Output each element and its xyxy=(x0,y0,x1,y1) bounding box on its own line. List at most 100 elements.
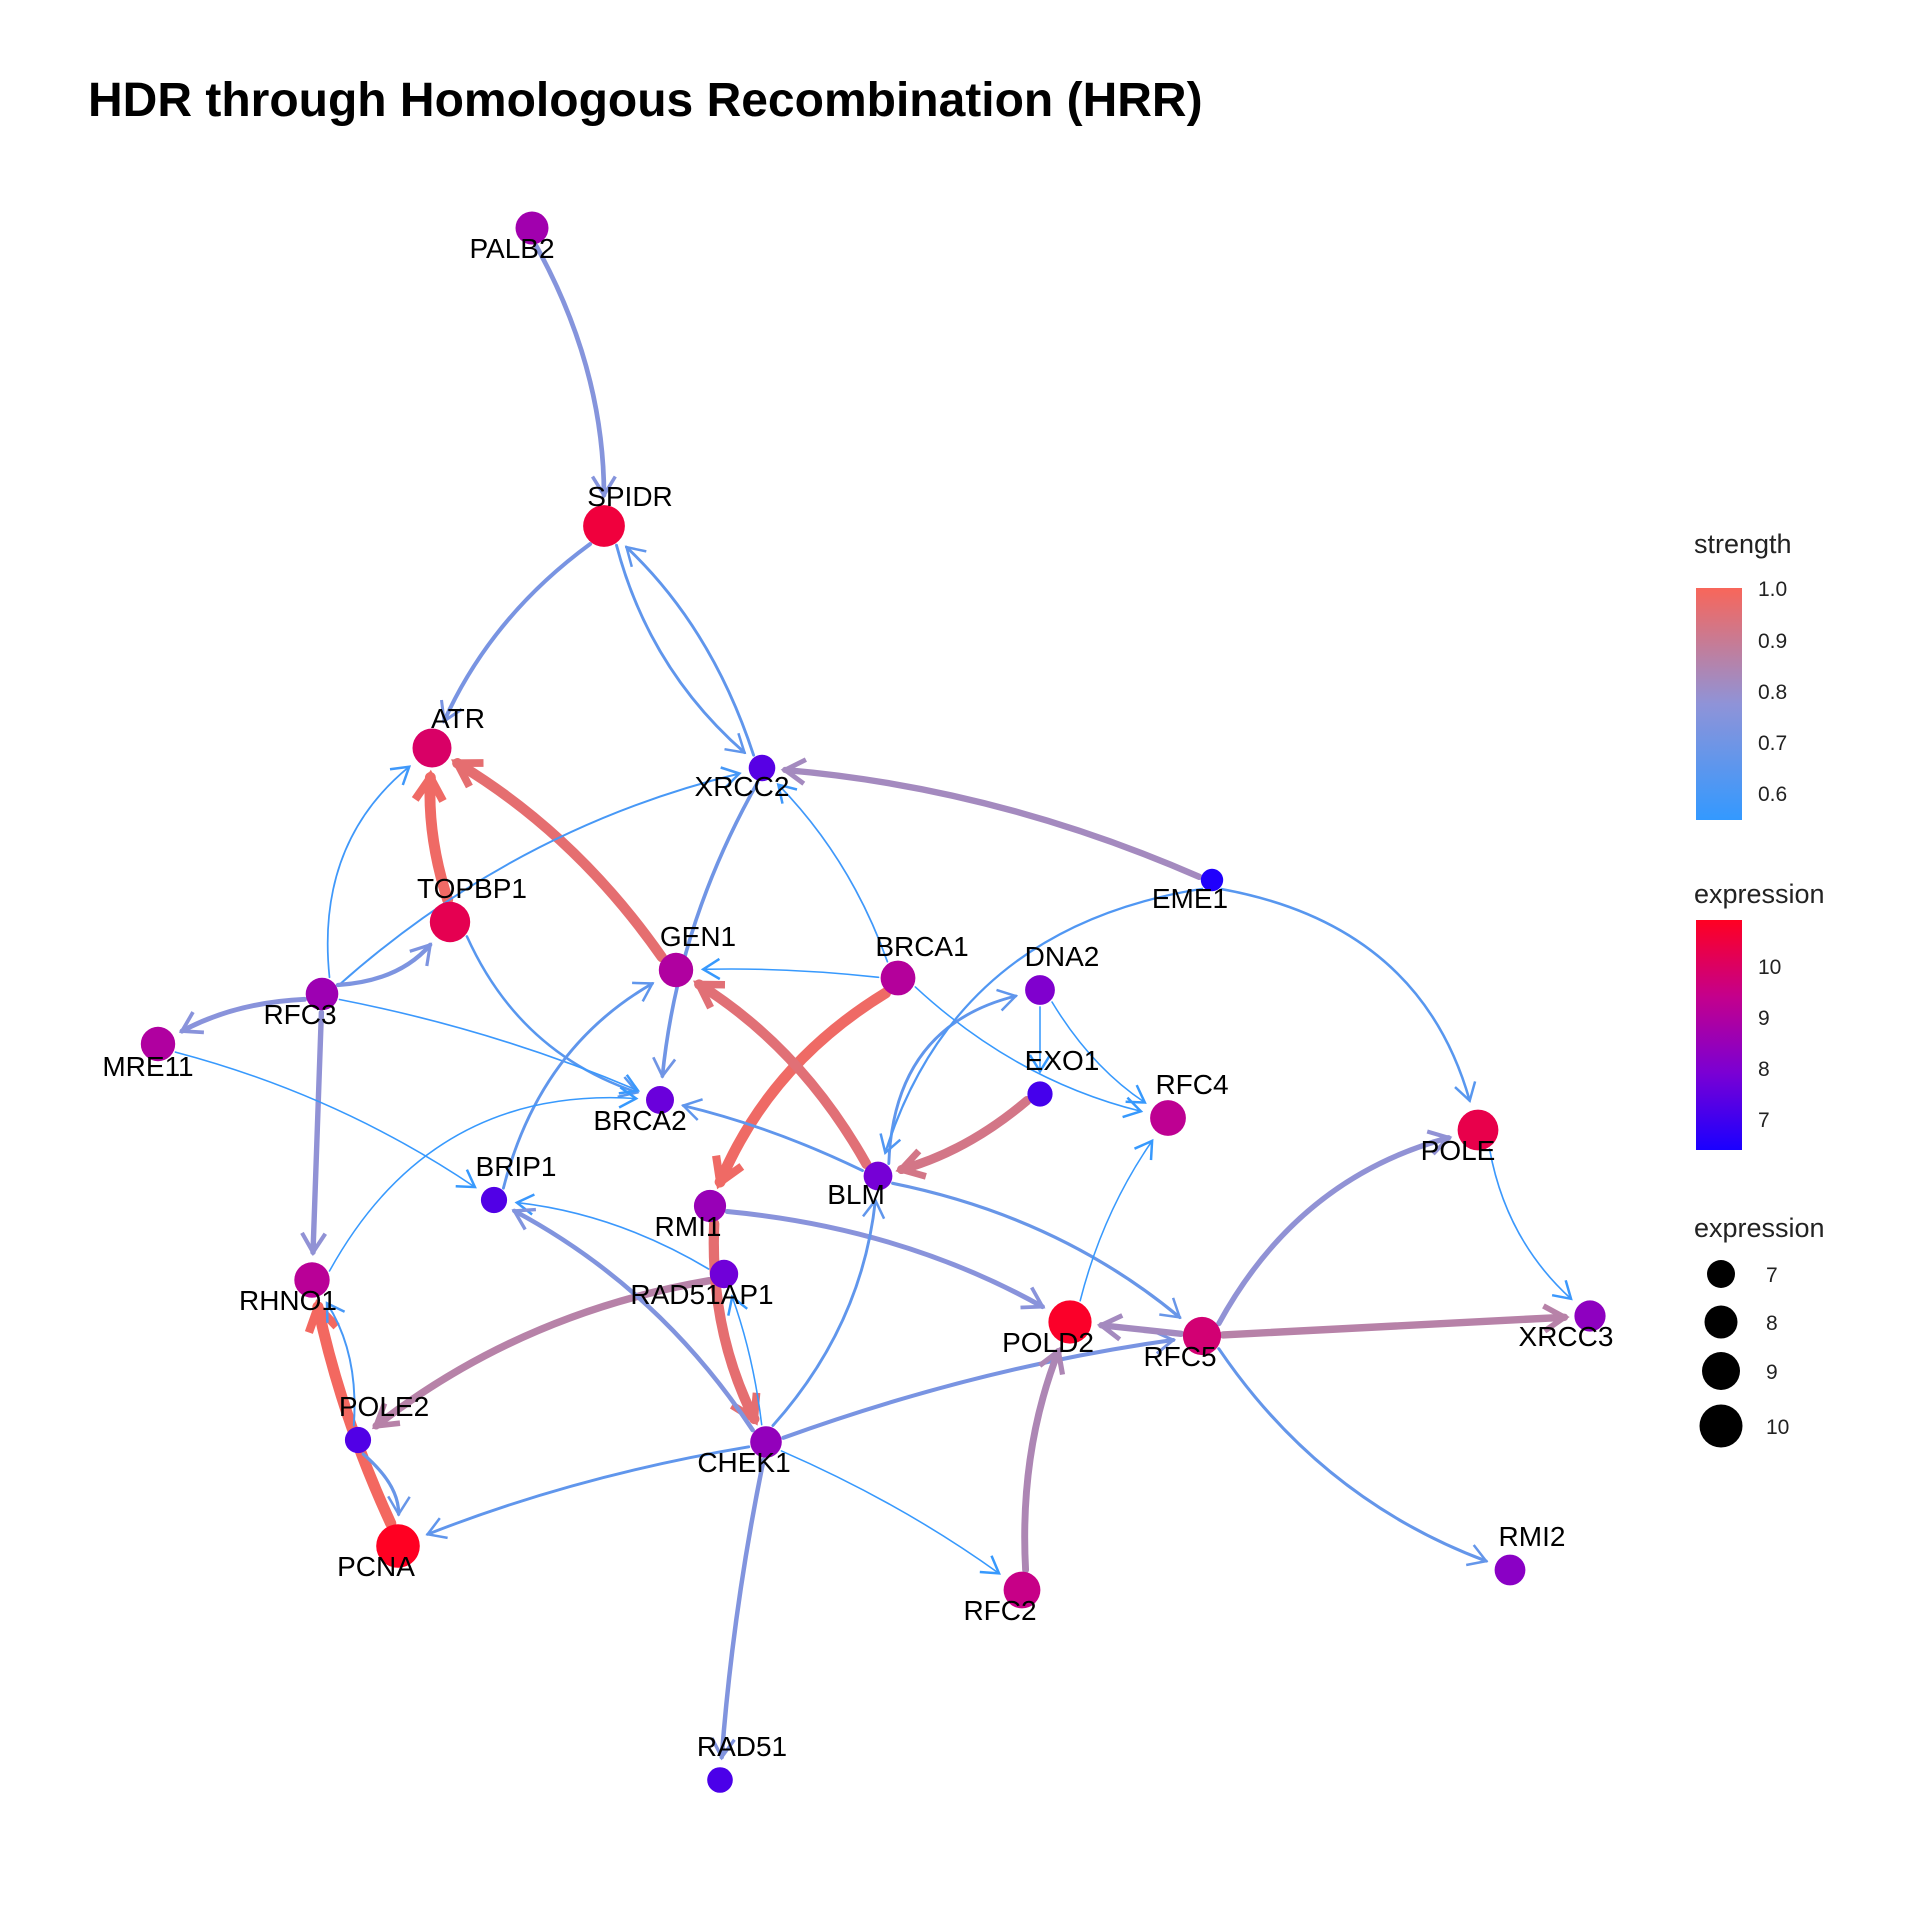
edge-arrowhead-BLM-GEN1 xyxy=(693,980,726,1010)
edge-arrowhead-SPIDR-ATR xyxy=(439,699,463,724)
edge-CHEK1-RFC2 xyxy=(780,1450,1000,1575)
edge-arrowhead-EME1-BLM xyxy=(879,1133,902,1155)
edge-RHNO1-BRCA2 xyxy=(328,1096,637,1272)
legend-expression-size-title: expression xyxy=(1694,1213,1825,1243)
edge-arrowhead-CHEK1-RFC2 xyxy=(979,1555,1001,1575)
edge-RFC3-TOPBP1 xyxy=(335,942,433,988)
edge-RFC5-POLE xyxy=(1216,1135,1452,1327)
node-label-pcna: PCNA xyxy=(337,1551,415,1582)
edge-RAD51AP1-POLE2 xyxy=(372,1276,713,1430)
edge-arrowhead-RFC3-BRCA2 xyxy=(618,1074,641,1095)
node-rhno1 xyxy=(294,1262,330,1298)
plot-title: HDR through Homologous Recombination (HR… xyxy=(88,74,1203,127)
edge-PALB2-SPIDR xyxy=(533,243,607,498)
node-label-brip1: BRIP1 xyxy=(476,1151,557,1182)
legend-strength: strength 1.0 0.9 0.8 0.7 0.6 xyxy=(1694,529,1792,820)
legend-strength-colorbar xyxy=(1696,588,1742,820)
node-label-blm: BLM xyxy=(827,1179,885,1210)
node-topbp1 xyxy=(429,901,471,943)
edge-arrowhead-BRCA1-XRCC2 xyxy=(776,782,798,804)
edge-RFC2-POLD2 xyxy=(1021,1347,1062,1574)
legend-strength-title: strength xyxy=(1694,529,1792,559)
edge-arrowhead-BRCA1-GEN1 xyxy=(700,957,721,981)
node-rad51 xyxy=(707,1767,733,1793)
node-rmi2 xyxy=(1494,1554,1526,1586)
edge-arrowhead-RFC3-ATR xyxy=(389,765,412,786)
edge-EME1-BLM xyxy=(884,887,1204,1154)
edge-arrowhead-RFC3-TOPBP1 xyxy=(409,942,433,967)
legend-expression-color-tick: 10 xyxy=(1758,956,1781,979)
edge-BRCA1-RMI1 xyxy=(714,987,892,1188)
node-blm xyxy=(863,1161,893,1191)
edge-arrowhead-PCNA-RHNO1 xyxy=(304,1299,340,1334)
edge-RAD51AP1-BRIP1 xyxy=(516,1201,710,1270)
edge-arrowhead-BRCA1-RFC4 xyxy=(1122,1096,1144,1119)
node-xrcc2 xyxy=(748,754,776,782)
legend-expression-color-title: expression xyxy=(1694,879,1825,909)
legend-strength-tick: 0.6 xyxy=(1758,783,1787,806)
edge-RFC5-POLD2 xyxy=(1098,1322,1185,1337)
edge-arrowhead-PALB2-SPIDR xyxy=(591,475,617,499)
node-rfc3 xyxy=(305,977,339,1011)
edge-arrowhead-RFC3-XRCC2 xyxy=(720,766,742,789)
legend-expression-color-tick: 9 xyxy=(1758,1007,1770,1030)
node-pole xyxy=(1457,1109,1499,1151)
edge-EME1-XRCC2 xyxy=(782,766,1203,880)
node-label-pole: POLE xyxy=(1421,1135,1496,1166)
node-gen1 xyxy=(658,952,694,988)
legend-strength-tick: 0.7 xyxy=(1758,732,1787,755)
edge-arrowhead-BLM-BRCA2 xyxy=(680,1098,703,1121)
node-label-spidr: SPIDR xyxy=(587,481,673,512)
node-label-rfc3: RFC3 xyxy=(263,999,336,1030)
edge-arrowhead-EME1-POLE xyxy=(1454,1081,1477,1104)
edge-PCNA-RHNO1 xyxy=(312,1301,397,1529)
legend-expression-size: expression 7 8 9 10 xyxy=(1694,1213,1825,1448)
edge-BRCA1-XRCC2 xyxy=(777,783,889,963)
edge-BLM-GEN1 xyxy=(694,979,872,1170)
edge-arrowhead-RFC5-POLE xyxy=(1426,1129,1453,1156)
node-labels-layer: PALB2 SPIDR ATR XRCC2 EME1 TOPBP1 GEN1 BRCA1 DNA… xyxy=(102,233,1613,1762)
edge-CHEK1-RFC5 xyxy=(781,1337,1176,1440)
edge-arrowhead-RFC5-XRCC3 xyxy=(1542,1303,1570,1334)
node-rad51ap1 xyxy=(709,1259,739,1289)
edge-arrowhead-CHEK1-RAD51AP1 xyxy=(727,1294,748,1316)
edge-arrowhead-EXO1-BLM xyxy=(895,1148,927,1180)
edge-POLE2-PCNA xyxy=(361,1452,401,1516)
edge-RMI1-POLD2 xyxy=(724,1209,1045,1310)
edge-XRCC2-BRCA2 xyxy=(660,780,760,1078)
edge-CHEK1-RAD51 xyxy=(719,1457,766,1760)
edge-CHEK1-BRIP1 xyxy=(512,1208,755,1433)
node-mre11 xyxy=(140,1026,176,1062)
edge-arrowhead-POLE2-RHNO1 xyxy=(325,1301,346,1323)
edge-arrowhead-BLM-DNA2 xyxy=(996,988,1019,1012)
node-label-atr: ATR xyxy=(431,703,485,734)
edge-arrowhead-RFC2-POLD2 xyxy=(1038,1346,1066,1376)
edge-RFC3-RHNO1 xyxy=(310,1009,325,1256)
node-label-dna2: DNA2 xyxy=(1025,941,1100,972)
node-label-xrcc3: XRCC3 xyxy=(1519,1321,1614,1352)
edge-arrowhead-TOPBP1-BRCA2 xyxy=(617,1076,640,1099)
node-label-rad51ap1: RAD51AP1 xyxy=(630,1279,773,1310)
node-label-eme1: EME1 xyxy=(1152,883,1228,914)
node-label-chek1: CHEK1 xyxy=(697,1447,790,1478)
node-label-topbp1: TOPBP1 xyxy=(417,873,527,904)
edge-SPIDR-ATR xyxy=(442,542,593,724)
legend-strength-tick: 0.9 xyxy=(1758,630,1787,653)
legend-strength-tick: 0.8 xyxy=(1758,681,1787,704)
edge-arrowhead-RFC5-POLD2 xyxy=(1096,1313,1124,1342)
node-label-rfc2: RFC2 xyxy=(963,1595,1036,1626)
edge-arrowhead-RHNO1-BRCA2 xyxy=(618,1086,639,1109)
edge-SPIDR-XRCC2 xyxy=(615,543,746,755)
edge-BRIP1-GEN1 xyxy=(501,982,654,1190)
node-label-palb2: PALB2 xyxy=(469,233,554,264)
edge-arrowhead-BLM-RFC5 xyxy=(1159,1297,1182,1319)
legend-expression-size-tick: 10 xyxy=(1766,1416,1789,1439)
node-dna2 xyxy=(1025,975,1055,1005)
legend-expression-color: expression 10 9 8 7 xyxy=(1694,879,1825,1150)
edge-RFC3-ATR xyxy=(326,765,411,979)
legend-expression-colorbar xyxy=(1696,920,1742,1150)
edge-arrowhead-MRE11-BRIP1 xyxy=(455,1169,477,1189)
edge-arrowhead-POLE-XRCC3 xyxy=(1551,1279,1573,1301)
edge-arrowhead-SPIDR-XRCC2 xyxy=(724,732,747,755)
